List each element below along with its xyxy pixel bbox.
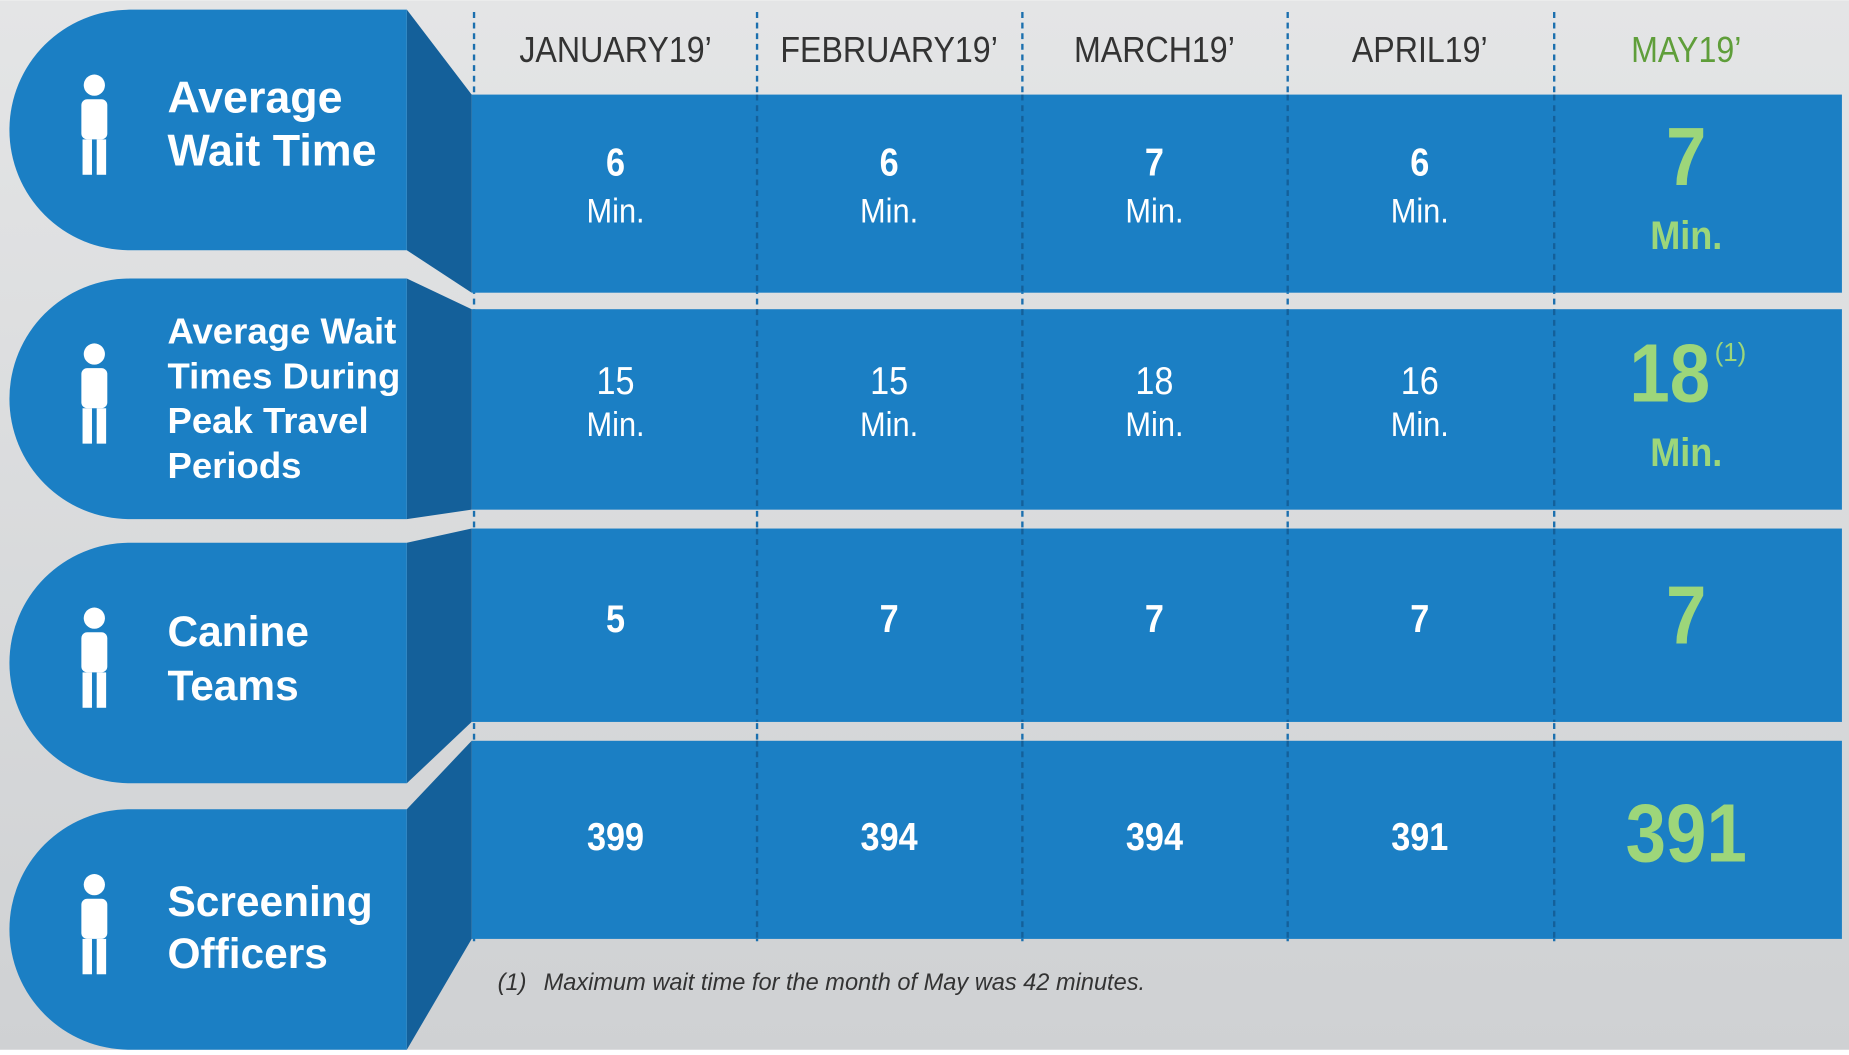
row-icon (81, 874, 108, 975)
icon-head (83, 343, 105, 365)
row-label: Average Wait (167, 311, 396, 352)
row-label: Screening (167, 878, 372, 925)
cell-value: 15 (870, 359, 908, 403)
cell-unit: Min. (586, 192, 644, 230)
row-label: Wait Time (167, 125, 376, 175)
row-icon (81, 607, 108, 708)
cell-note: (1) (1715, 339, 1747, 367)
icon-leg (96, 408, 107, 444)
icon-body (81, 99, 108, 140)
icon-leg (96, 672, 107, 708)
row-band (471, 528, 1842, 722)
cell-value: 7 (1145, 141, 1164, 185)
cell-value: 394 (1126, 815, 1184, 859)
cell-unit: Min. (1391, 192, 1449, 230)
cell-value: 18 (1629, 328, 1710, 419)
row-tab-fold (406, 9, 472, 293)
cell-value: 391 (1626, 788, 1747, 879)
icon-leg (96, 139, 107, 175)
cell-value: 6 (880, 141, 899, 185)
cell-value: 394 (861, 815, 919, 859)
icon-leg (82, 938, 92, 975)
icon-body (81, 632, 108, 673)
cell-value: 18 (1135, 359, 1173, 403)
icon-body (81, 368, 108, 409)
row-tab (9, 9, 407, 251)
row-label: Peak Travel (167, 400, 368, 441)
column-header: FEBRUARY19’ (780, 30, 997, 70)
cell-unit: Min. (1650, 430, 1722, 475)
cell-value: 6 (1410, 141, 1429, 185)
cell-unit: Min. (860, 406, 918, 444)
row-tab (9, 278, 407, 520)
row-label: Periods (167, 445, 301, 486)
row-tab (9, 542, 407, 784)
row-band (471, 740, 1842, 939)
cell-value: 7 (1666, 112, 1706, 203)
row-label: Times During (167, 355, 400, 396)
row-icon (81, 343, 108, 444)
row-band (471, 309, 1842, 510)
icon-head (83, 74, 105, 96)
cell-value: 6 (606, 141, 625, 185)
row-label: Canine (167, 608, 308, 655)
column-header: JANUARY19’ (519, 30, 711, 70)
icon-head (83, 874, 105, 896)
cell-unit: Min. (1391, 406, 1449, 444)
footnote-text: Maximum wait time for the month of May w… (544, 969, 1145, 995)
row-label: Average (167, 72, 342, 122)
icon-leg (82, 139, 92, 175)
row-icon (81, 74, 108, 175)
row-label: Officers (167, 930, 327, 977)
cell-value: 391 (1391, 815, 1448, 859)
footnote-marker: (1) (498, 969, 527, 995)
icon-leg (82, 672, 92, 708)
cell-unit: Min. (586, 406, 644, 444)
row-band (471, 94, 1842, 293)
row-label: Teams (167, 662, 298, 709)
cell-unit: Min. (1125, 192, 1183, 230)
cell-value: 15 (597, 359, 635, 403)
icon-head (83, 607, 105, 629)
cell-unit: Min. (860, 192, 918, 230)
cell-unit: Min. (1650, 213, 1722, 258)
cell-value: 7 (1145, 597, 1164, 641)
cell-value: 7 (1410, 597, 1429, 641)
row-tab (9, 809, 407, 1050)
row-tab-fold (406, 278, 472, 520)
icon-leg (82, 408, 92, 444)
column-header: APRIL19’ (1352, 30, 1488, 70)
column-header: MAY19’ (1631, 30, 1741, 70)
cell-value: 16 (1401, 359, 1439, 403)
cell-value: 7 (1666, 570, 1706, 661)
row-tab-fold (406, 528, 472, 784)
cell-value: 7 (880, 597, 899, 641)
row-tab-fold (406, 740, 472, 1050)
cell-value: 5 (606, 597, 625, 641)
cell-value: 399 (587, 815, 644, 859)
column-header: MARCH19’ (1074, 30, 1235, 70)
icon-body (81, 898, 108, 939)
cell-unit: Min. (1125, 406, 1183, 444)
icon-leg (96, 938, 107, 975)
